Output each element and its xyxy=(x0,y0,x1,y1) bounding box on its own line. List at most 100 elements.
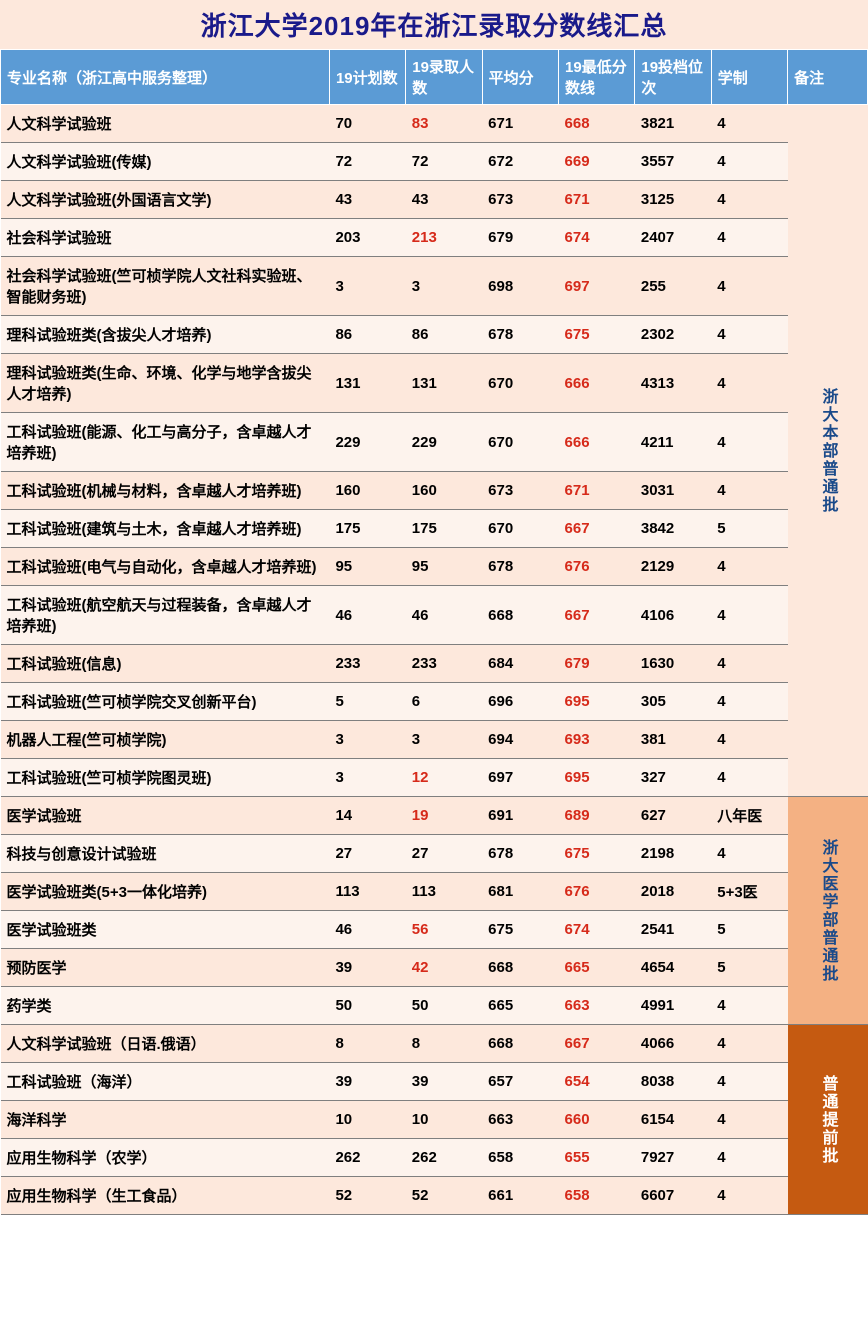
cell-admit: 52 xyxy=(406,1177,482,1215)
cell-avg: 678 xyxy=(482,835,558,873)
remark-cell: 浙大医学部普通批 xyxy=(788,797,868,1025)
cell-years: 4 xyxy=(711,759,787,797)
cell-avg: 671 xyxy=(482,105,558,143)
cell-min: 674 xyxy=(559,219,635,257)
col-min: 19最低分数线 xyxy=(559,50,635,105)
cell-avg: 663 xyxy=(482,1101,558,1139)
cell-admit: 19 xyxy=(406,797,482,835)
cell-years: 4 xyxy=(711,987,787,1025)
cell-rank: 3125 xyxy=(635,181,711,219)
cell-rank: 2302 xyxy=(635,316,711,354)
cell-years: 4 xyxy=(711,721,787,759)
cell-plan: 8 xyxy=(329,1025,405,1063)
cell-years: 4 xyxy=(711,354,787,413)
cell-plan: 229 xyxy=(329,413,405,472)
cell-major: 医学试验班 xyxy=(1,797,330,835)
cell-years: 4 xyxy=(711,1063,787,1101)
cell-rank: 3557 xyxy=(635,143,711,181)
cell-avg: 678 xyxy=(482,316,558,354)
cell-min: 679 xyxy=(559,645,635,683)
table-row: 社会科学试验班20321367967424074 xyxy=(1,219,868,257)
cell-min: 676 xyxy=(559,548,635,586)
cell-years: 4 xyxy=(711,835,787,873)
cell-major: 工科试验班(机械与材料，含卓越人才培养班) xyxy=(1,472,330,510)
table-row: 人文科学试验班(外国语言文学)434367367131254 xyxy=(1,181,868,219)
col-avg: 平均分 xyxy=(482,50,558,105)
cell-rank: 2129 xyxy=(635,548,711,586)
cell-min: 693 xyxy=(559,721,635,759)
cell-avg: 696 xyxy=(482,683,558,721)
cell-admit: 233 xyxy=(406,645,482,683)
cell-rank: 4066 xyxy=(635,1025,711,1063)
cell-min: 667 xyxy=(559,510,635,548)
remark-cell: 浙大本部普通批 xyxy=(788,105,868,797)
cell-avg: 694 xyxy=(482,721,558,759)
cell-major: 医学试验班类 xyxy=(1,911,330,949)
cell-admit: 8 xyxy=(406,1025,482,1063)
cell-rank: 2198 xyxy=(635,835,711,873)
admission-table: 专业名称（浙江高中服务整理） 19计划数 19录取人数 平均分 19最低分数线 … xyxy=(0,49,868,1215)
col-major: 专业名称（浙江高中服务整理） xyxy=(1,50,330,105)
cell-major: 理科试验班类(含拔尖人才培养) xyxy=(1,316,330,354)
cell-min: 654 xyxy=(559,1063,635,1101)
cell-min: 671 xyxy=(559,472,635,510)
cell-major: 预防医学 xyxy=(1,949,330,987)
cell-plan: 43 xyxy=(329,181,405,219)
cell-plan: 50 xyxy=(329,987,405,1025)
cell-min: 671 xyxy=(559,181,635,219)
cell-major: 社会科学试验班(竺可桢学院人文社科实验班、智能财务班) xyxy=(1,257,330,316)
cell-admit: 83 xyxy=(406,105,482,143)
header-row: 专业名称（浙江高中服务整理） 19计划数 19录取人数 平均分 19最低分数线 … xyxy=(1,50,868,105)
cell-admit: 160 xyxy=(406,472,482,510)
cell-major: 医学试验班类(5+3一体化培养) xyxy=(1,873,330,911)
cell-years: 4 xyxy=(711,1025,787,1063)
cell-years: 4 xyxy=(711,316,787,354)
cell-major: 理科试验班类(生命、环境、化学与地学含拔尖人才培养) xyxy=(1,354,330,413)
cell-min: 675 xyxy=(559,835,635,873)
cell-avg: 681 xyxy=(482,873,558,911)
cell-min: 689 xyxy=(559,797,635,835)
cell-min: 660 xyxy=(559,1101,635,1139)
cell-major: 工科试验班(信息) xyxy=(1,645,330,683)
col-years: 学制 xyxy=(711,50,787,105)
table-row: 工科试验班(竺可桢学院交叉创新平台)566966953054 xyxy=(1,683,868,721)
cell-years: 5 xyxy=(711,911,787,949)
remark-cell: 普通提前批 xyxy=(788,1025,868,1215)
cell-min: 669 xyxy=(559,143,635,181)
table-row: 医学试验班类465667567425415 xyxy=(1,911,868,949)
cell-min: 668 xyxy=(559,105,635,143)
cell-avg: 670 xyxy=(482,413,558,472)
cell-admit: 56 xyxy=(406,911,482,949)
cell-plan: 10 xyxy=(329,1101,405,1139)
cell-rank: 4654 xyxy=(635,949,711,987)
cell-major: 社会科学试验班 xyxy=(1,219,330,257)
cell-major: 工科试验班(能源、化工与高分子，含卓越人才培养班) xyxy=(1,413,330,472)
cell-years: 八年医 xyxy=(711,797,787,835)
table-row: 预防医学394266866546545 xyxy=(1,949,868,987)
cell-years: 4 xyxy=(711,1139,787,1177)
cell-years: 4 xyxy=(711,143,787,181)
cell-plan: 39 xyxy=(329,949,405,987)
cell-plan: 72 xyxy=(329,143,405,181)
cell-plan: 46 xyxy=(329,586,405,645)
cell-min: 667 xyxy=(559,1025,635,1063)
table-row: 药学类505066566349914 xyxy=(1,987,868,1025)
table-row: 工科试验班（海洋）393965765480384 xyxy=(1,1063,868,1101)
col-plan: 19计划数 xyxy=(329,50,405,105)
cell-years: 4 xyxy=(711,586,787,645)
cell-rank: 8038 xyxy=(635,1063,711,1101)
cell-admit: 12 xyxy=(406,759,482,797)
cell-min: 666 xyxy=(559,413,635,472)
table-row: 应用生物科学（农学）26226265865579274 xyxy=(1,1139,868,1177)
cell-min: 665 xyxy=(559,949,635,987)
cell-min: 663 xyxy=(559,987,635,1025)
cell-plan: 14 xyxy=(329,797,405,835)
cell-admit: 262 xyxy=(406,1139,482,1177)
cell-major: 人文科学试验班（日语.俄语） xyxy=(1,1025,330,1063)
cell-admit: 3 xyxy=(406,721,482,759)
cell-admit: 6 xyxy=(406,683,482,721)
cell-admit: 3 xyxy=(406,257,482,316)
table-row: 海洋科学101066366061544 xyxy=(1,1101,868,1139)
cell-rank: 327 xyxy=(635,759,711,797)
cell-admit: 39 xyxy=(406,1063,482,1101)
